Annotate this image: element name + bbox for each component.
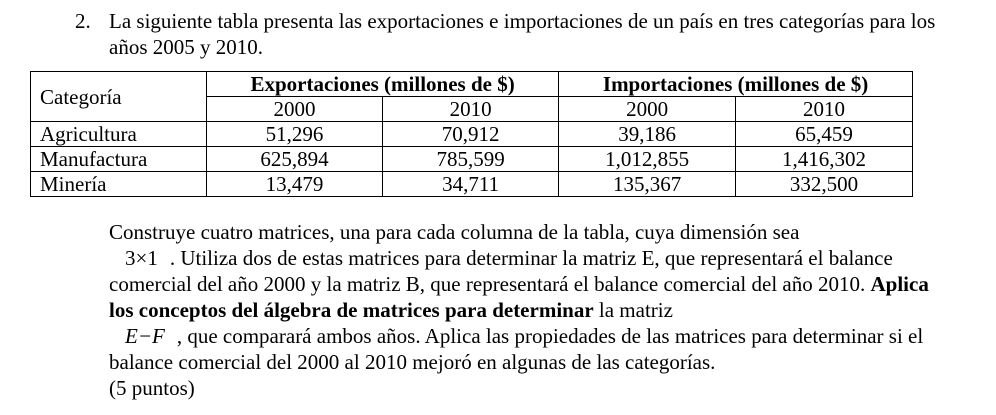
row-label: Minería — [30, 171, 207, 197]
table-header-row: Categoría Exportaciones (millones de $) … — [30, 71, 913, 122]
table-row: Agricultura 51,296 70,912 39,186 65,459 — [30, 121, 913, 147]
instructions-part4: , que comparará ambos años. Aplica las p… — [109, 324, 924, 374]
imports-header: Importaciones (millones de $) — [558, 71, 913, 97]
matrix-expression: E−F — [125, 324, 165, 348]
instructions-part3: la matriz — [598, 298, 673, 322]
table-cell: 70,912 — [382, 121, 560, 147]
table-cell: 13,479 — [205, 171, 384, 197]
category-header: Categoría — [30, 71, 207, 122]
table-cell: 625,894 — [205, 146, 384, 172]
row-label: Manufactura — [30, 146, 207, 172]
year-header: 2000 — [558, 96, 737, 122]
table-cell: 785,599 — [382, 146, 560, 172]
trade-table: Categoría Exportaciones (millones de $) … — [30, 71, 913, 197]
instructions-text: Construye cuatro matrices, una para cada… — [109, 219, 929, 401]
instructions-paragraph: Construye cuatro matrices, una para cada… — [109, 219, 929, 401]
row-label: Agricultura — [30, 121, 207, 147]
points-label: (5 puntos) — [109, 376, 195, 400]
instructions-part1: Construye cuatro matrices, una para cada… — [109, 220, 800, 244]
instructions-part2: . Utiliza dos de estas matrices para det… — [109, 246, 893, 296]
table-row: Minería 13,479 34,711 135,367 332,500 — [30, 171, 913, 197]
table-cell: 34,711 — [382, 171, 560, 197]
table-row: Manufactura 625,894 785,599 1,012,855 1,… — [30, 146, 913, 172]
table-cell: 39,186 — [558, 121, 737, 147]
question-intro: La siguiente tabla presenta las exportac… — [109, 9, 936, 59]
table-cell: 65,459 — [735, 121, 913, 147]
dimension-expression: 3×1 — [125, 246, 158, 270]
table-cell: 135,367 — [558, 171, 737, 197]
exports-header: Exportaciones (millones de $) — [205, 71, 560, 97]
table-cell: 51,296 — [205, 121, 384, 147]
table-year-row: 2000 2010 2000 2010 — [31, 96, 913, 122]
table-cell: 1,012,855 — [558, 146, 737, 172]
year-header: 2010 — [735, 96, 913, 122]
instructions-bold: Aplica los conceptos del álgebra de matr… — [109, 272, 929, 322]
table-cell: 332,500 — [735, 171, 913, 197]
question-number: 2. — [75, 9, 91, 33]
table-cell: 1,416,302 — [735, 146, 913, 172]
year-header: 2000 — [205, 96, 384, 122]
year-header: 2010 — [382, 96, 560, 122]
